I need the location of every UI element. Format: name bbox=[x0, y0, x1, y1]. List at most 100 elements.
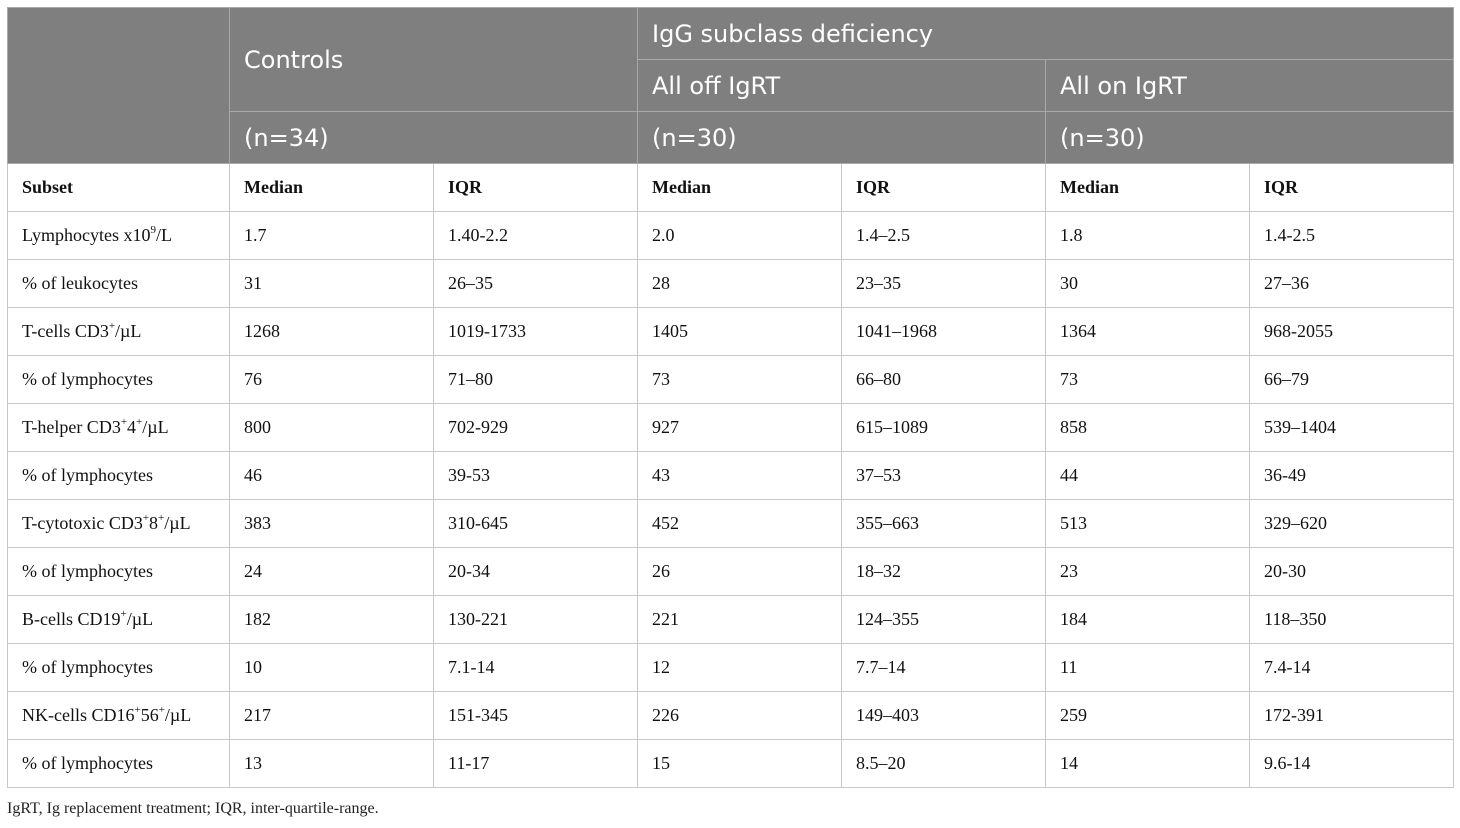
iqr-cell: 329–620 bbox=[1249, 499, 1455, 548]
median-cell: 13 bbox=[229, 739, 434, 788]
iqr-cell: 18–32 bbox=[841, 547, 1047, 596]
label-text: % of lymphocytes bbox=[22, 369, 153, 389]
median-cell: 221 bbox=[637, 595, 843, 644]
label-text: T-helper CD3 bbox=[22, 417, 121, 437]
iqr-cell: 124–355 bbox=[841, 595, 1047, 644]
label-text: T-cells CD3 bbox=[22, 321, 109, 341]
iqr-cell: 20-34 bbox=[432, 547, 639, 596]
median-cell: 14 bbox=[1045, 739, 1251, 788]
column-header-row: Subset Median IQR Median IQR Median IQR bbox=[7, 163, 1455, 212]
iqr-cell: 23–35 bbox=[841, 259, 1047, 308]
label-text: B-cells CD19 bbox=[22, 609, 121, 629]
label-superscript: + bbox=[142, 512, 150, 524]
median-cell: 2.0 bbox=[637, 211, 843, 260]
iqr-cell: 20-30 bbox=[1249, 547, 1455, 596]
median-cell: 12 bbox=[637, 643, 843, 692]
subset-label: T-cells CD3+/µL bbox=[7, 307, 230, 356]
median-cell: 46 bbox=[229, 451, 434, 500]
header-igg-group: IgG subclass deficiency bbox=[637, 7, 1455, 60]
median-cell: 452 bbox=[637, 499, 843, 548]
subset-label: % of lymphocytes bbox=[7, 643, 230, 692]
label-text: T-cytotoxic CD3 bbox=[22, 513, 143, 533]
median-cell: 800 bbox=[229, 403, 434, 452]
table-footnote: IgRT, Ig replacement treatment; IQR, int… bbox=[7, 800, 379, 817]
label-text: % of lymphocytes bbox=[22, 465, 153, 485]
subset-label: T-helper CD3+4+/µL bbox=[7, 403, 230, 452]
median-cell: 858 bbox=[1045, 403, 1251, 452]
median-cell: 73 bbox=[637, 355, 843, 404]
iqr-cell: 702-929 bbox=[432, 403, 639, 452]
column-header-iqr: IQR bbox=[1249, 163, 1455, 212]
iqr-cell: 66–79 bbox=[1249, 355, 1455, 404]
label-superscript: + bbox=[108, 320, 116, 332]
header-controls: Controls bbox=[228, 7, 639, 112]
median-cell: 513 bbox=[1045, 499, 1251, 548]
iqr-cell: 7.7–14 bbox=[841, 643, 1047, 692]
column-header-iqr: IQR bbox=[841, 163, 1047, 212]
median-cell: 73 bbox=[1045, 355, 1251, 404]
header-n-controls: (n=34) bbox=[228, 111, 639, 164]
iqr-cell: 9.6-14 bbox=[1249, 739, 1455, 788]
label-text: 8 bbox=[149, 513, 159, 533]
label-superscript: + bbox=[158, 512, 165, 524]
median-cell: 1.7 bbox=[229, 211, 434, 260]
label-text: /µL bbox=[164, 513, 191, 533]
label-text: 4 bbox=[127, 417, 137, 437]
median-cell: 184 bbox=[1045, 595, 1251, 644]
iqr-cell: 8.5–20 bbox=[841, 739, 1047, 788]
table-row: % of lymphocytes 13 11-17 15 8.5–20 14 9.6-14 bbox=[7, 739, 1455, 788]
column-header-median: Median bbox=[1045, 163, 1251, 212]
table-row: T-cells CD3+/µL 1268 1019-1733 1405 1041–196… bbox=[7, 307, 1455, 356]
table-row: % of lymphocytes 76 71–80 73 66–80 73 66–79 bbox=[7, 355, 1455, 404]
median-cell: 43 bbox=[637, 451, 843, 500]
median-cell: 1.8 bbox=[1045, 211, 1251, 260]
subset-label: % of lymphocytes bbox=[7, 739, 230, 788]
table-row: % of leukocytes 31 26–35 28 23–35 30 27–36 bbox=[7, 259, 1455, 308]
label-superscript: 9 bbox=[150, 224, 157, 236]
median-cell: 10 bbox=[229, 643, 434, 692]
iqr-cell: 615–1089 bbox=[841, 403, 1047, 452]
iqr-cell: 7.1-14 bbox=[432, 643, 639, 692]
iqr-cell: 36-49 bbox=[1249, 451, 1455, 500]
label-text: % of lymphocytes bbox=[22, 561, 153, 581]
iqr-cell: 27–36 bbox=[1249, 259, 1455, 308]
iqr-cell: 1041–1968 bbox=[841, 307, 1047, 356]
iqr-cell: 66–80 bbox=[841, 355, 1047, 404]
median-cell: 44 bbox=[1045, 451, 1251, 500]
subset-label: % of lymphocytes bbox=[7, 451, 230, 500]
header-on-igrt: All on IgRT bbox=[1045, 59, 1455, 112]
median-cell: 1364 bbox=[1045, 307, 1251, 356]
median-cell: 15 bbox=[637, 739, 843, 788]
iqr-cell: 539–1404 bbox=[1249, 403, 1455, 452]
table-container: Controls IgG subclass deficiency All off… bbox=[7, 7, 1455, 788]
label-superscript: + bbox=[120, 416, 128, 428]
iqr-cell: 1.4–2.5 bbox=[841, 211, 1047, 260]
iqr-cell: 37–53 bbox=[841, 451, 1047, 500]
header-n-on: (n=30) bbox=[1045, 111, 1455, 164]
label-text: % of lymphocytes bbox=[22, 753, 153, 773]
label-text: /L bbox=[156, 225, 172, 245]
label-text: /µL bbox=[142, 417, 169, 437]
median-cell: 31 bbox=[229, 259, 434, 308]
column-header-subset: Subset bbox=[7, 163, 230, 212]
iqr-cell: 310-645 bbox=[432, 499, 639, 548]
column-header-iqr: IQR bbox=[432, 163, 639, 212]
median-cell: 26 bbox=[637, 547, 843, 596]
median-cell: 226 bbox=[637, 691, 843, 740]
table-row: Lymphocytes x109/L 1.7 1.40-2.2 2.0 1.4–2.5 1… bbox=[7, 211, 1455, 260]
column-header-median: Median bbox=[637, 163, 843, 212]
label-superscript: + bbox=[158, 704, 165, 716]
label-superscript: + bbox=[134, 704, 141, 716]
label-text: % of leukocytes bbox=[22, 273, 138, 293]
iqr-cell: 149–403 bbox=[841, 691, 1047, 740]
median-cell: 927 bbox=[637, 403, 843, 452]
iqr-cell: 151-345 bbox=[432, 691, 639, 740]
label-text: % of lymphocytes bbox=[22, 657, 153, 677]
header-n-off: (n=30) bbox=[637, 111, 1047, 164]
median-cell: 28 bbox=[637, 259, 843, 308]
table-row: T-helper CD3+4+/µL 800 702-929 927 615–1089 8… bbox=[7, 403, 1455, 452]
iqr-cell: 172-391 bbox=[1249, 691, 1455, 740]
iqr-cell: 130-221 bbox=[432, 595, 639, 644]
iqr-cell: 1.40-2.2 bbox=[432, 211, 639, 260]
subset-label: % of lymphocytes bbox=[7, 355, 230, 404]
